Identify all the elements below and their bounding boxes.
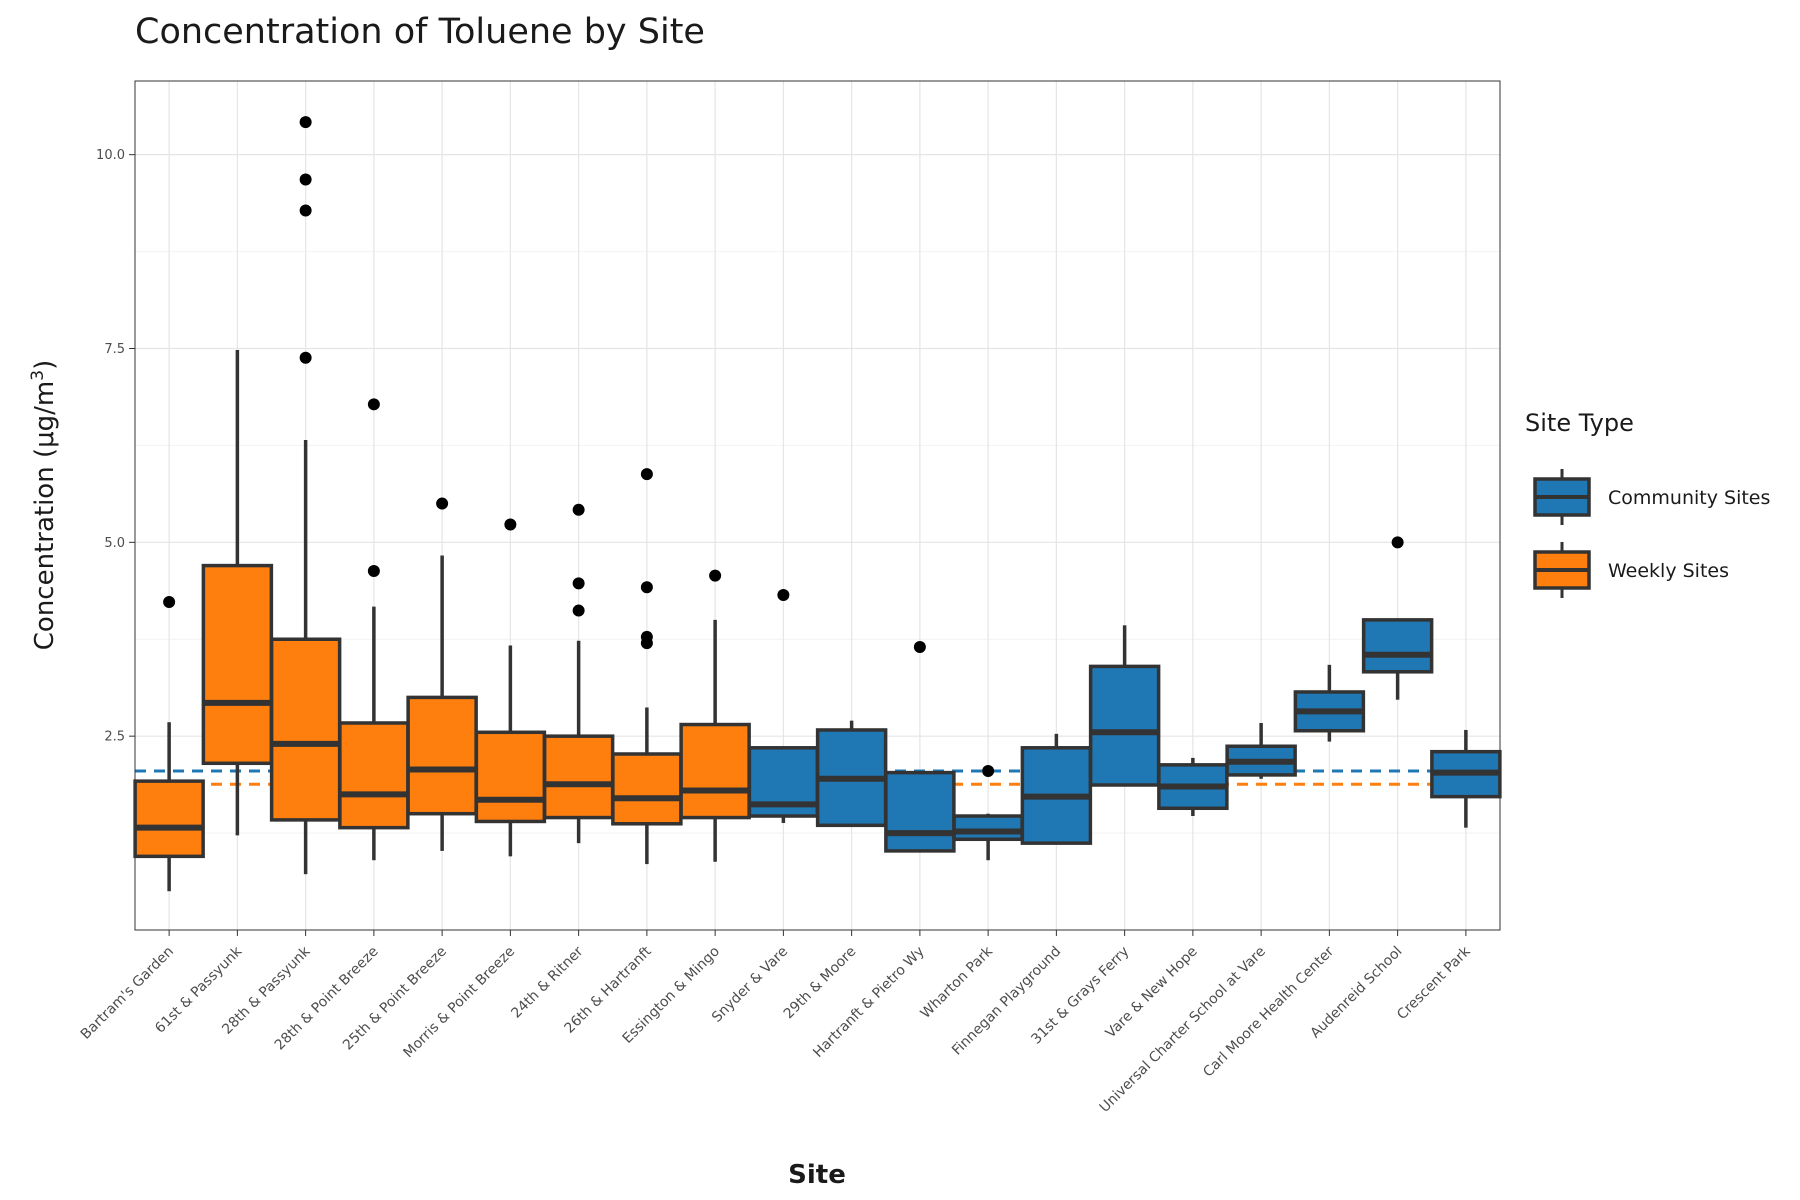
- outlier-28th-passyunk-0: [299, 351, 312, 364]
- box-body-28th-passyunk: [269, 637, 342, 822]
- outlier-28th-point-breeze-1: [367, 398, 380, 411]
- outlier-wharton-park-0: [982, 765, 995, 778]
- outlier-snyder-vare-0: [777, 589, 790, 602]
- box-28th-point-breeze: [338, 606, 410, 861]
- box-28th-passyunk: [269, 439, 342, 875]
- legend-key-weekly-sites: [1533, 542, 1591, 598]
- legend: Site Type Community Sites Weekly Sites: [1525, 409, 1770, 598]
- legend-key-community-sites: [1533, 469, 1591, 525]
- outlier-28th-passyunk-2: [299, 173, 312, 186]
- box-essington-mingo: [679, 619, 751, 862]
- box-24th-ritner: [542, 640, 615, 844]
- y-axis-title-main: Concentration (μg/m: [30, 381, 60, 650]
- x-tick-label-29th-moore: 29th & Moore: [781, 944, 860, 1023]
- box-body-31st-grays-ferry: [1088, 664, 1161, 787]
- box-finnegan-playground: [1020, 733, 1093, 845]
- box-31st-grays-ferry: [1088, 625, 1161, 787]
- outlier-hartranft-pietro-wy-0: [913, 641, 926, 653]
- outlier-bartram-s-garden-0: [163, 596, 176, 609]
- box-universal-charter-school-at-vare: [1225, 722, 1297, 779]
- box-body-25th-point-breeze: [406, 695, 478, 816]
- y-tick-label-1: 5.0: [104, 536, 125, 551]
- boxes: [133, 350, 1502, 892]
- box-body-audenreid-school: [1361, 618, 1434, 674]
- legend-title: Site Type: [1525, 409, 1634, 437]
- x-tick-label-24th-ritner: 24th & Ritner: [508, 943, 586, 1021]
- y-axis-title: Concentration (μg/m3): [28, 360, 60, 650]
- outlier-essington-mingo-0: [709, 569, 722, 582]
- box-hartranft-pietro-wy: [884, 770, 956, 853]
- plot-panel-border: [134, 80, 1501, 931]
- box-body-hartranft-pietro-wy: [884, 770, 956, 853]
- box-61st-passyunk: [201, 350, 274, 836]
- x-tick-label-wharton-park: Wharton Park: [918, 943, 997, 1022]
- chart-title: Concentration of Toluene by Site: [135, 12, 705, 52]
- legend-label-weekly-sites: Weekly Sites: [1608, 560, 1729, 582]
- x-tick-label-crescent-park: Crescent Park: [1394, 943, 1474, 1023]
- box-body-bartram-s-garden: [133, 779, 205, 859]
- box-snyder-vare: [747, 746, 820, 824]
- box-body-24th-ritner: [542, 734, 615, 820]
- box-body-essington-mingo: [679, 722, 751, 820]
- box-25th-point-breeze: [406, 555, 478, 851]
- outlier-28th-point-breeze-0: [367, 565, 380, 578]
- y-tick-label-0: 2.5: [104, 730, 125, 745]
- outlier-24th-ritner-2: [572, 503, 585, 516]
- x-axis-title: Site: [788, 1160, 846, 1190]
- box-body-28th-point-breeze: [338, 721, 410, 830]
- y-tick-label-2: 7.5: [104, 342, 125, 357]
- outlier-25th-point-breeze-0: [436, 497, 449, 510]
- legend-label-community-sites: Community Sites: [1608, 487, 1770, 509]
- outlier-24th-ritner-0: [572, 604, 585, 617]
- box-bartram-s-garden: [133, 722, 205, 892]
- box-26th-hartranft: [611, 707, 683, 865]
- y-axis: 2.5 5.0 7.5 10.0: [96, 148, 135, 745]
- box-vare-new-hope: [1157, 757, 1229, 817]
- outlier-26th-hartranft-3: [640, 468, 653, 481]
- outlier-26th-hartranft-1: [640, 630, 653, 643]
- box-wharton-park: [952, 813, 1024, 861]
- box-body-wharton-park: [952, 814, 1024, 842]
- box-29th-moore: [815, 720, 888, 828]
- outlier-28th-passyunk-1: [299, 204, 312, 217]
- x-tick-label-morris-point-breeze: Morris & Point Breeze: [401, 944, 519, 1062]
- box-body-61st-passyunk: [201, 563, 274, 766]
- x-tick-label-carl-moore-health-center: Carl Moore Health Center: [1200, 943, 1337, 1080]
- box-carl-moore-health-center: [1293, 664, 1366, 742]
- box-body-26th-hartranft: [611, 752, 683, 826]
- box-body-morris-point-breeze: [474, 730, 547, 824]
- outlier-28th-passyunk-3: [299, 116, 312, 129]
- x-tick-label-hartranft-pietro-wy: Hartranft & Pietro Wy: [810, 944, 927, 1061]
- outlier-audenreid-school-0: [1391, 536, 1404, 549]
- box-crescent-park: [1430, 729, 1502, 828]
- y-tick-label-3: 10.0: [96, 148, 125, 163]
- outlier-24th-ritner-1: [572, 577, 585, 590]
- box-audenreid-school: [1361, 618, 1434, 700]
- y-axis-title-close: ): [30, 360, 60, 370]
- outlier-points: [163, 116, 1404, 778]
- y-axis-title-superscript: 3: [28, 370, 48, 381]
- box-morris-point-breeze: [474, 645, 547, 857]
- outlier-morris-point-breeze-0: [504, 518, 517, 531]
- outlier-26th-hartranft-2: [640, 581, 653, 594]
